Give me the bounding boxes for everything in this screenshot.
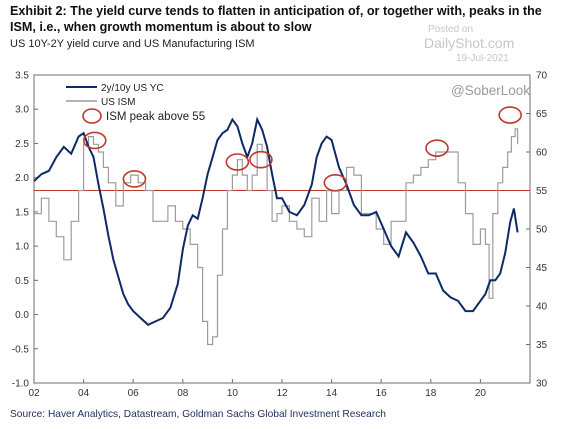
y-right-tick-label: 60 <box>536 148 548 159</box>
y-left-tick-label: -0.5 <box>12 344 30 355</box>
x-tick-label: 04 <box>78 388 90 399</box>
x-tick-label: 08 <box>177 388 189 399</box>
peak-circle <box>498 106 522 124</box>
peak-circle <box>225 153 250 171</box>
y-left-tick-label: 1.5 <box>15 207 29 218</box>
peak-circle <box>82 131 107 150</box>
y-left-tick-label: 1.0 <box>15 242 29 253</box>
y-right-tick-label: 55 <box>536 186 548 197</box>
x-tick-label: 06 <box>128 388 140 399</box>
y-left-tick-label: 3.0 <box>15 105 29 116</box>
y-right-tick-label: 50 <box>536 225 548 236</box>
chart-subtitle: US 10Y-2Y yield curve and US Manufacturi… <box>10 38 255 50</box>
legend-label-us-ism: US ISM <box>101 97 135 108</box>
y-right-tick-label: 65 <box>536 109 548 120</box>
x-tick-label: 20 <box>475 388 487 399</box>
peak-circle <box>425 139 449 157</box>
y-left-tick-label: 0.5 <box>15 276 29 287</box>
y-right-tick-label: 30 <box>536 379 548 390</box>
legend-label-yield-curve: 2y/10y US YC <box>101 83 164 94</box>
series-line-yield-curve <box>33 116 519 326</box>
peak-circle <box>122 170 147 188</box>
x-tick-label: 14 <box>326 388 338 399</box>
y-right-tick-label: 35 <box>536 340 548 351</box>
y-left-tick-label: 0.0 <box>15 310 29 321</box>
legend-label-peak: ISM peak above 55 <box>106 111 205 123</box>
watermark-site: DailyShot.com <box>424 35 515 51</box>
legend-swatch-peak-circle <box>82 108 102 124</box>
watermark-date: 19-Jul-2021 <box>456 53 509 64</box>
x-tick-label: 16 <box>376 388 388 399</box>
x-tick-label: 18 <box>425 388 437 399</box>
y-left-tick-label: 2.0 <box>15 173 29 184</box>
axis-ticks: -1.0 -0.5 0.0 0.5 1.0 1.5 2.0 2.5 3.0 3.5 30 35 40 45… <box>12 71 548 400</box>
y-left-tick-label: -1.0 <box>12 379 30 390</box>
peak-circle <box>249 150 273 169</box>
y-right-tick-label: 70 <box>536 71 548 82</box>
y-right-tick-label: 45 <box>536 263 548 274</box>
y-right-tick-label: 40 <box>536 302 548 313</box>
y-left-tick-label: 3.5 <box>15 71 29 82</box>
watermark-posted: Posted on <box>428 24 474 35</box>
x-tick-label: 10 <box>227 388 239 399</box>
twitter-handle: @SoberLook <box>451 83 531 98</box>
chart-title: Exhibit 2: The yield curve tends to flat… <box>10 4 542 34</box>
x-tick-label: 12 <box>276 388 288 399</box>
x-tick-label: 02 <box>28 388 40 399</box>
source-note: Source: Haver Analytics, Datastream, Gol… <box>10 409 386 420</box>
peak-circle <box>323 174 348 192</box>
peak-annotations <box>82 106 522 192</box>
legend: 2y/10y US YC US ISM ISM peak above 55 <box>66 83 205 124</box>
y-left-tick-label: 2.5 <box>15 139 29 150</box>
series-line-us-ism <box>34 128 519 346</box>
